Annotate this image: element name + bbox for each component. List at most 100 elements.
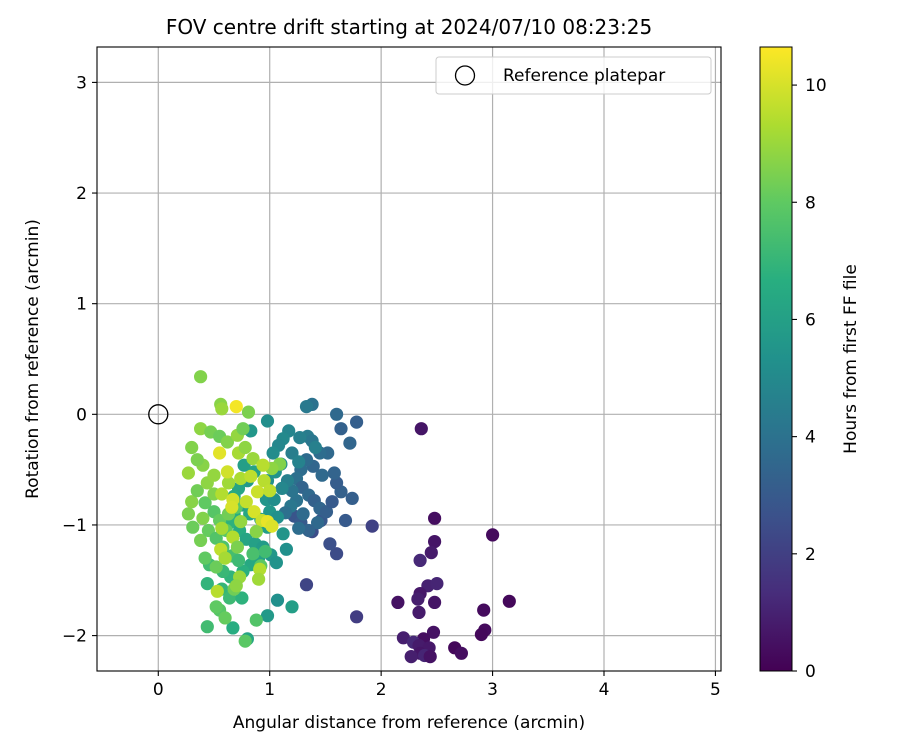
data-point	[423, 650, 437, 664]
data-point	[185, 495, 199, 509]
data-point	[186, 520, 200, 534]
data-point	[246, 547, 260, 561]
x-tick-label: 5	[710, 680, 721, 700]
data-point	[258, 544, 272, 559]
x-axis-ticks: 0 1 2 3 4 5	[153, 671, 721, 700]
data-point	[190, 453, 204, 467]
data-point	[279, 542, 293, 556]
data-point	[292, 521, 306, 535]
data-point	[311, 516, 325, 530]
data-point	[249, 613, 263, 627]
data-point	[474, 627, 488, 642]
data-point	[426, 625, 441, 639]
data-point	[225, 500, 239, 514]
data-point	[411, 592, 425, 606]
data-point	[285, 600, 299, 614]
x-tick-label: 0	[153, 680, 164, 700]
data-point	[181, 466, 195, 480]
data-point	[265, 519, 279, 533]
data-point	[325, 495, 339, 509]
x-tick-label: 4	[599, 680, 610, 700]
data-point	[343, 436, 357, 450]
data-point	[234, 515, 248, 529]
data-point	[250, 485, 265, 499]
data-point	[209, 600, 223, 614]
colorbar-gradient	[759, 46, 793, 672]
y-tick-label: 2	[76, 184, 87, 204]
data-point	[350, 610, 364, 624]
y-tick-label: −1	[62, 516, 87, 536]
legend-box	[435, 56, 712, 95]
data-point	[414, 422, 428, 436]
data-point	[428, 535, 442, 549]
y-tick-label: −2	[62, 627, 87, 647]
data-point	[185, 440, 199, 455]
data-point	[236, 422, 250, 436]
data-point	[269, 556, 283, 570]
data-point	[412, 605, 426, 620]
data-point	[241, 405, 256, 419]
data-point	[293, 431, 307, 445]
data-point	[285, 484, 299, 498]
data-point	[194, 422, 208, 436]
data-point	[253, 562, 267, 576]
data-point	[239, 495, 253, 509]
data-point	[194, 370, 208, 384]
data-point	[221, 476, 236, 490]
data-point	[247, 505, 261, 519]
y-tick-label: 3	[76, 73, 87, 93]
data-point	[430, 577, 444, 591]
data-point	[209, 560, 223, 574]
colorbar-tick-label: 8	[805, 193, 816, 213]
data-point	[256, 458, 270, 472]
data-point	[226, 530, 240, 544]
data-point	[229, 400, 243, 414]
data-point	[330, 407, 344, 421]
data-point	[345, 491, 359, 505]
data-point	[404, 650, 418, 664]
data-points	[181, 370, 516, 664]
colorbar-tick-label: 0	[805, 662, 816, 682]
colorbar-ticks: 0 2 4 6 8 10	[792, 76, 827, 682]
data-point	[477, 603, 491, 617]
data-point	[319, 505, 334, 519]
data-point	[334, 422, 348, 436]
x-tick-label: 3	[487, 680, 498, 700]
data-point	[215, 521, 229, 535]
data-point	[260, 609, 275, 623]
data-point	[200, 620, 214, 634]
data-point	[308, 440, 322, 455]
x-tick-label: 2	[376, 680, 387, 700]
data-point	[263, 484, 277, 498]
data-point	[292, 455, 306, 469]
data-point	[302, 523, 316, 538]
data-point	[315, 468, 329, 482]
data-point	[220, 435, 234, 449]
data-point	[428, 511, 442, 525]
data-point	[270, 593, 285, 607]
data-point	[296, 507, 310, 521]
data-point	[207, 468, 221, 482]
data-point	[194, 533, 208, 548]
plot-frame	[96, 46, 722, 672]
data-point	[234, 471, 248, 486]
data-point	[231, 553, 246, 568]
data-point	[215, 402, 229, 416]
data-point	[218, 551, 232, 565]
data-point	[220, 465, 234, 479]
data-point	[330, 547, 344, 561]
data-point	[299, 400, 314, 414]
data-point	[396, 631, 410, 645]
data-point	[424, 546, 438, 560]
data-point	[210, 584, 224, 598]
legend-marker	[454, 65, 476, 86]
colorbar-tick-label: 4	[805, 428, 816, 448]
data-point	[226, 621, 240, 635]
data-point	[198, 496, 212, 510]
data-point	[215, 487, 229, 501]
reference-platepar-marker	[148, 404, 169, 425]
y-axis-label: Rotation from reference (arcmin)	[23, 219, 43, 499]
data-point	[266, 446, 280, 460]
data-point	[502, 594, 516, 608]
legend: Reference platepar	[435, 56, 712, 95]
